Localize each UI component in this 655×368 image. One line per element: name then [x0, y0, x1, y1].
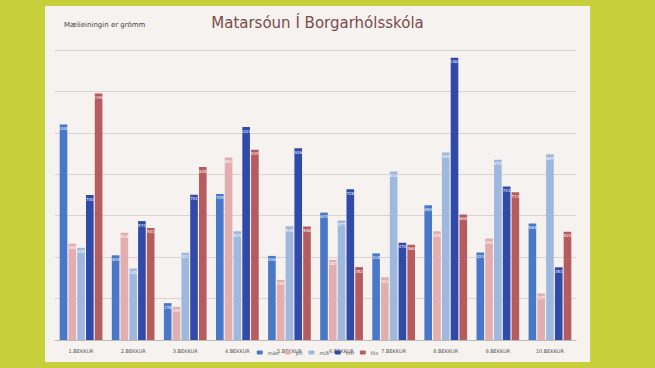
svg-text:606: 606 [459, 216, 467, 221]
svg-text:700: 700 [86, 197, 94, 202]
svg-text:835: 835 [199, 169, 207, 174]
svg-text:650: 650 [424, 207, 432, 212]
svg-text:522: 522 [564, 233, 572, 238]
svg-text:fös: fös [371, 350, 379, 356]
svg-text:1040: 1040 [58, 126, 69, 131]
svg-text:919: 919 [251, 151, 259, 156]
svg-text:1190: 1190 [94, 95, 105, 100]
svg-text:Mælieiningin er grömm: Mælieiningin er grömm [64, 21, 146, 29]
svg-text:1.BEKKUR: 1.BEKKUR [69, 348, 94, 354]
svg-text:470: 470 [399, 244, 407, 249]
svg-text:352: 352 [355, 269, 363, 274]
svg-text:5.BEKKUR: 5.BEKKUR [277, 347, 302, 354]
svg-text:þri: þri [296, 350, 303, 357]
svg-text:541: 541 [147, 229, 155, 234]
svg-text:345: 345 [129, 270, 137, 275]
svg-text:701: 701 [190, 196, 198, 201]
svg-text:409: 409 [112, 257, 120, 262]
svg-text:423: 423 [476, 254, 484, 259]
svg-text:490: 490 [485, 240, 493, 245]
svg-text:9.BEKKUR: 9.BEKKUR [485, 348, 510, 354]
svg-text:870: 870 [494, 161, 502, 166]
svg-text:406: 406 [268, 257, 276, 262]
svg-text:351: 351 [555, 269, 563, 274]
svg-text:2.BEKKUR: 2.BEKKUR [121, 348, 146, 354]
svg-text:303: 303 [381, 279, 389, 284]
svg-text:615: 615 [320, 214, 328, 219]
svg-text:3.BEKKUR: 3.BEKKUR [173, 348, 198, 354]
svg-text:1028: 1028 [241, 129, 252, 134]
svg-text:465: 465 [68, 245, 76, 250]
svg-text:713: 713 [512, 194, 520, 199]
svg-text:905: 905 [442, 154, 450, 159]
svg-text:460: 460 [407, 246, 415, 251]
svg-text:6.BEKKUR: 6.BEKKUR [329, 347, 354, 354]
svg-text:1363: 1363 [449, 59, 460, 64]
svg-text:mán: mán [268, 350, 279, 356]
svg-text:926: 926 [294, 150, 302, 155]
svg-text:705: 705 [216, 195, 224, 200]
svg-text:814: 814 [390, 173, 398, 178]
svg-text:178: 178 [164, 305, 172, 310]
svg-text:8.BEKKUR: 8.BEKKUR [433, 348, 458, 354]
svg-text:160: 160 [173, 308, 181, 313]
svg-text:10.BEKKUR: 10.BEKKUR [536, 348, 565, 354]
svg-text:897: 897 [546, 156, 554, 161]
svg-text:548: 548 [303, 228, 311, 233]
svg-text:4.BEKKUR: 4.BEKKUR [225, 348, 250, 354]
svg-text:fim: fim [346, 350, 354, 356]
svg-text:7.BEKKUR: 7.BEKKUR [381, 348, 406, 354]
svg-text:mið: mið [319, 350, 328, 356]
svg-text:728: 728 [347, 191, 355, 196]
svg-text:525: 525 [234, 233, 242, 238]
svg-text:421: 421 [181, 254, 189, 259]
svg-text:Matarsóun Í Borgarhólsskóla: Matarsóun Í Borgarhólsskóla [211, 13, 424, 32]
svg-text:549: 549 [286, 228, 294, 233]
svg-text:563: 563 [529, 225, 537, 230]
svg-text:577: 577 [338, 222, 346, 227]
svg-text:518: 518 [121, 234, 129, 239]
svg-text:418: 418 [372, 255, 380, 260]
svg-text:525: 525 [433, 233, 441, 238]
svg-text:574: 574 [138, 223, 146, 228]
svg-text:881: 881 [225, 159, 233, 164]
svg-text:445: 445 [77, 249, 85, 254]
svg-text:387: 387 [329, 261, 337, 266]
svg-text:290: 290 [277, 281, 285, 286]
svg-text:741: 741 [503, 188, 511, 193]
svg-text:225: 225 [537, 295, 545, 300]
